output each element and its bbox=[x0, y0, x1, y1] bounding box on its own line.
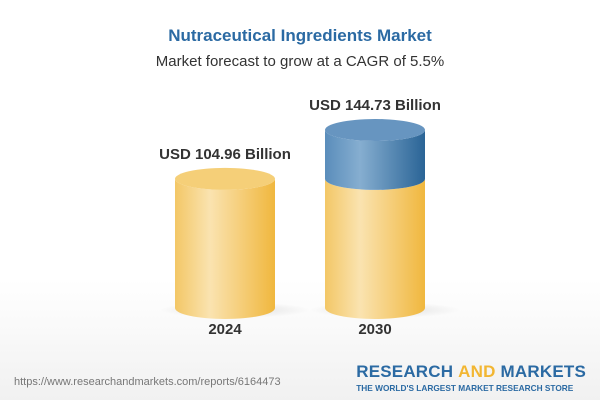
chart-subtitle: Market forecast to grow at a CAGR of 5.5… bbox=[155, 53, 445, 70]
cylinder-base-segment bbox=[325, 178, 425, 319]
category-label: 2024 bbox=[208, 321, 242, 338]
cylinder-base-segment bbox=[175, 178, 275, 319]
cylinder-growth-segment bbox=[325, 129, 425, 190]
category-label: 2030 bbox=[358, 321, 391, 338]
data-label: USD 104.96 Billion bbox=[159, 146, 291, 163]
source-url[interactable]: https://www.researchandmarkets.com/repor… bbox=[14, 376, 281, 388]
cylinder-top bbox=[325, 118, 425, 141]
chart-title: Nutraceutical Ingredients Market bbox=[168, 26, 432, 45]
data-label: USD 144.73 Billion bbox=[309, 97, 441, 114]
cylinder-top bbox=[175, 167, 275, 190]
research-and-markets-logo: RESEARCH AND MARKETS THE WORLD'S LARGEST… bbox=[356, 362, 586, 393]
